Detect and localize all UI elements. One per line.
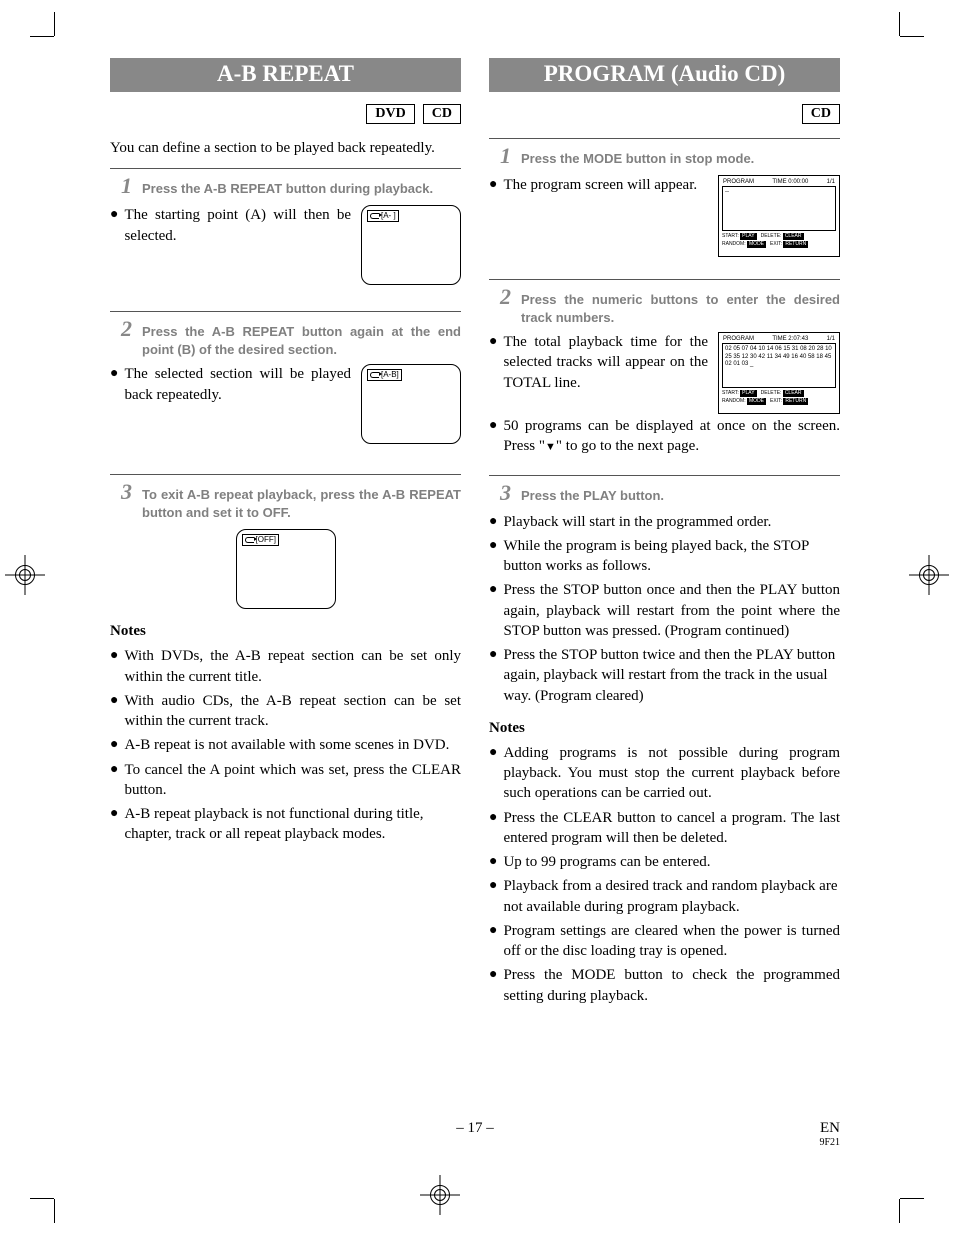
step-instruction: Press the MODE button in stop mode. <box>521 150 840 168</box>
page-content: A-B REPEAT DVD CD You can define a secti… <box>110 58 840 1010</box>
step-number: 1 <box>489 143 511 169</box>
note-item: Up to 99 programs can be entered. <box>503 852 840 872</box>
step-detail: While the program is being played back, … <box>503 536 840 577</box>
registration-mark <box>909 555 949 595</box>
osd-display: [OFF] <box>236 529 336 609</box>
notes-list: ●With DVDs, the A-B repeat section can b… <box>110 646 461 844</box>
page-footer: – 17 – EN 9F21 <box>110 1120 840 1137</box>
osd-display: [A- ] <box>361 205 461 285</box>
note-item: A-B repeat is not available with some sc… <box>124 735 461 755</box>
right-column: PROGRAM (Audio CD) CD 1 Press the MODE b… <box>489 58 840 1010</box>
step: 3 Press the PLAY button. ●Playback will … <box>489 475 840 706</box>
doc-code: 9F21 <box>819 1137 840 1148</box>
note-item: With audio CDs, the A-B repeat section c… <box>124 691 461 732</box>
step-detail: 50 programs can be displayed at once on … <box>503 416 840 457</box>
bullet-icon: ● <box>489 176 497 195</box>
program-screen: PROGRAM TIME 0:00:00 1/1 -- START: PLAY … <box>718 175 840 257</box>
media-badges: DVD CD <box>110 104 461 124</box>
step-instruction: Press the A-B REPEAT button again at the… <box>142 323 461 358</box>
step-detail: The starting point (A) will then be sele… <box>124 205 351 246</box>
manual-page: A-B REPEAT DVD CD You can define a secti… <box>0 0 954 1235</box>
step-number: 3 <box>110 479 132 505</box>
repeat-icon <box>245 537 254 543</box>
media-badges: CD <box>489 104 840 124</box>
step-detail: The selected section will be played back… <box>124 364 351 405</box>
note-item: Press the CLEAR button to cancel a progr… <box>503 808 840 849</box>
language-code: EN <box>819 1120 840 1137</box>
step: 3 To exit A-B repeat playback, press the… <box>110 474 461 609</box>
down-triangle-icon: ▼ <box>545 441 556 453</box>
step-instruction: Press the A-B REPEAT button during playb… <box>142 180 461 198</box>
bullet-icon: ● <box>489 417 497 436</box>
step-number: 2 <box>110 316 132 342</box>
step: 2 Press the A-B REPEAT button again at t… <box>110 311 461 444</box>
bullet-icon: ● <box>110 206 118 225</box>
note-item: Playback from a desired track and random… <box>503 876 840 917</box>
notes-list: ●Adding programs is not possible during … <box>489 743 840 1006</box>
note-item: Adding programs is not possible during p… <box>503 743 840 804</box>
badge-cd: CD <box>423 104 461 124</box>
registration-mark <box>5 555 45 595</box>
badge-dvd: DVD <box>366 104 414 124</box>
section-banner: A-B REPEAT <box>110 58 461 92</box>
program-screen: PROGRAM TIME 2:07:43 1/1 02 05 07 04 10 … <box>718 332 840 414</box>
left-column: A-B REPEAT DVD CD You can define a secti… <box>110 58 461 1010</box>
bullet-icon: ● <box>489 333 497 352</box>
step-instruction: To exit A-B repeat playback, press the A… <box>142 486 461 521</box>
step-number: 2 <box>489 284 511 310</box>
step-number: 1 <box>110 173 132 199</box>
note-item: Program settings are cleared when the po… <box>503 921 840 962</box>
badge-cd: CD <box>802 104 840 124</box>
bullet-icon: ● <box>110 365 118 384</box>
registration-mark <box>420 1175 460 1215</box>
step-detail: Press the STOP button once and then the … <box>503 580 840 641</box>
intro-text: You can define a section to be played ba… <box>110 138 461 158</box>
step-number: 3 <box>489 480 511 506</box>
step-detail: Press the STOP button twice and then the… <box>503 645 840 706</box>
step: 1 Press the A-B REPEAT button during pla… <box>110 168 461 285</box>
notes-heading: Notes <box>110 623 461 640</box>
step-instruction: Press the numeric buttons to enter the d… <box>521 291 840 326</box>
step-detail: The total playback time for the selected… <box>503 332 708 393</box>
step-instruction: Press the PLAY button. <box>521 487 840 505</box>
repeat-icon <box>370 213 379 219</box>
step-detail: Playback will start in the programmed or… <box>503 512 840 532</box>
step: 2 Press the numeric buttons to enter the… <box>489 279 840 457</box>
step: 1 Press the MODE button in stop mode. ● … <box>489 138 840 257</box>
note-item: To cancel the A point which was set, pre… <box>124 760 461 801</box>
notes-heading: Notes <box>489 720 840 737</box>
page-number: – 17 – <box>110 1120 840 1137</box>
repeat-icon <box>370 372 379 378</box>
note-item: With DVDs, the A-B repeat section can be… <box>124 646 461 687</box>
step-detail: The program screen will appear. <box>503 175 708 195</box>
note-item: Press the MODE button to check the progr… <box>503 965 840 1006</box>
note-item: A-B repeat playback is not functional du… <box>124 804 461 845</box>
osd-display: [A-B] <box>361 364 461 444</box>
section-banner: PROGRAM (Audio CD) <box>489 58 840 92</box>
